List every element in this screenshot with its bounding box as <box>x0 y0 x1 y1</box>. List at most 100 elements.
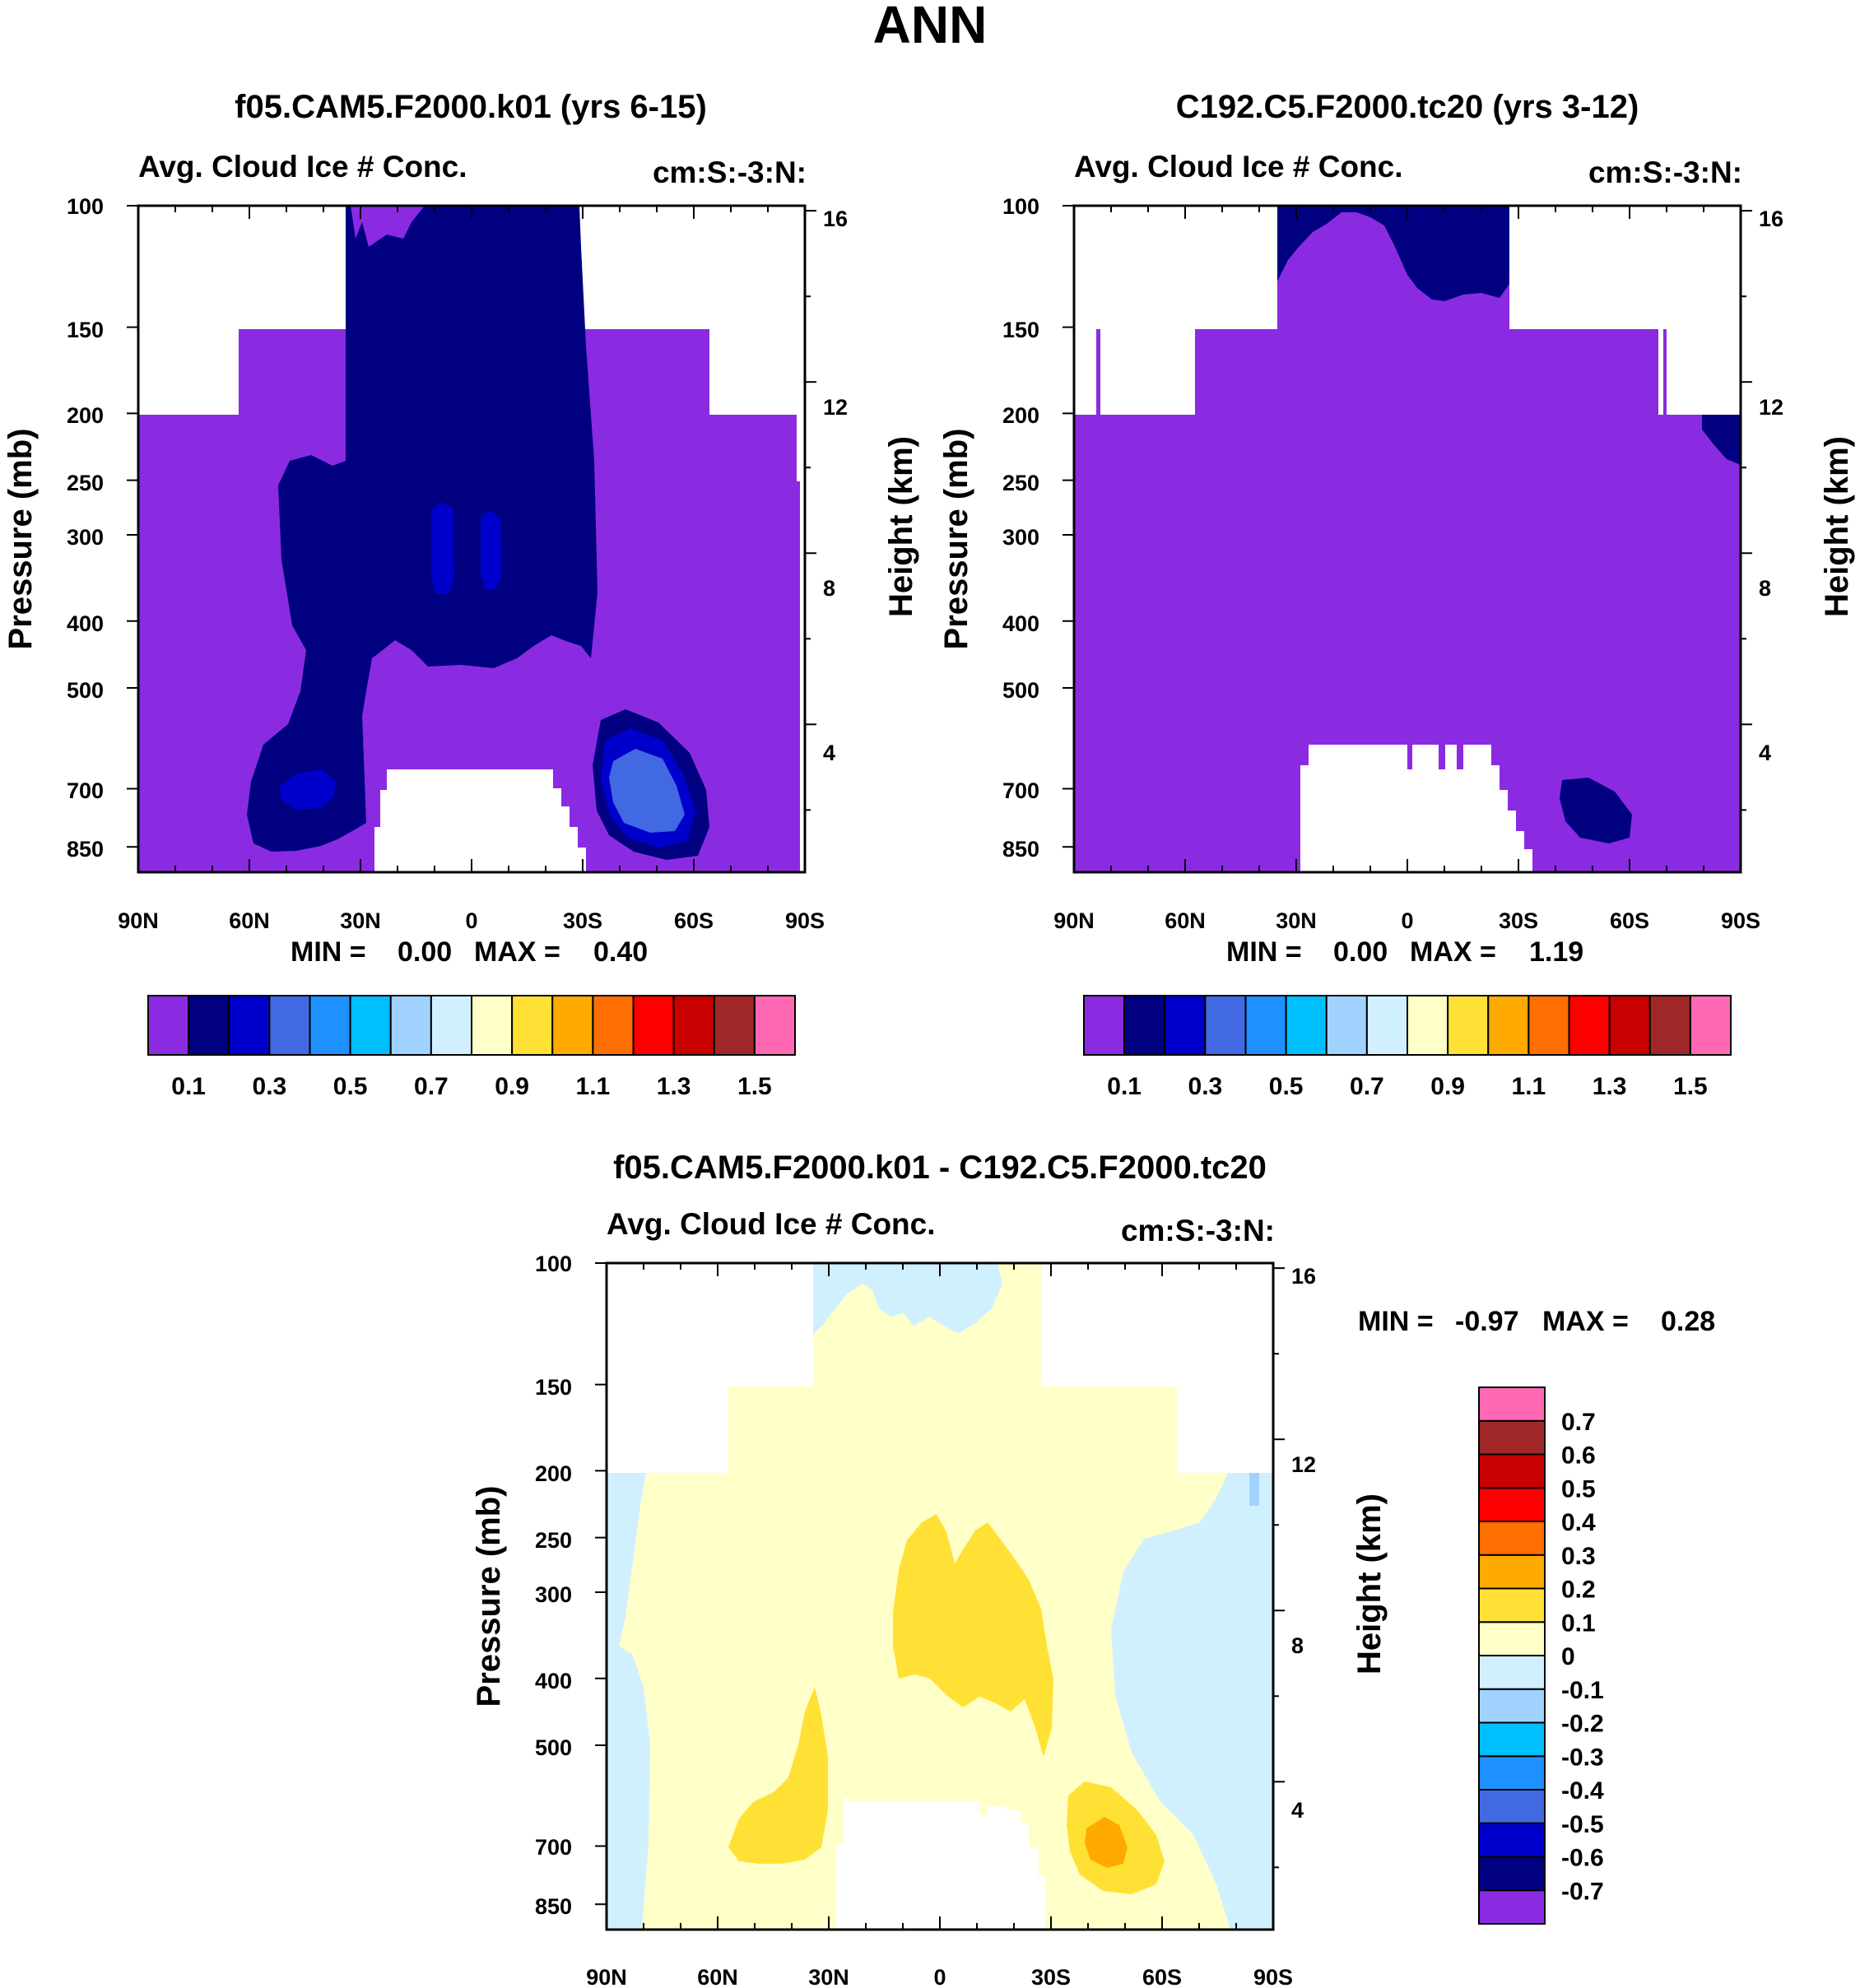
panel-3-ytick-label: 250 <box>535 1528 572 1553</box>
panel-3-region-northern-negative <box>607 1473 650 1930</box>
panel-3-xtick-label: 90N <box>586 1965 627 1988</box>
panel-3-ytick-label: 700 <box>535 1835 572 1860</box>
colorbar-label: 0.9 <box>495 1073 529 1100</box>
panel-2-height-tick-label: 8 <box>1759 576 1771 601</box>
panel-2-max-value: 1.19 <box>1529 936 1583 968</box>
panel-3-ytick-label: 150 <box>535 1375 572 1400</box>
colorbar-label: 0.5 <box>1561 1475 1596 1503</box>
panel-2-contour-field <box>1074 206 1741 872</box>
colorbar-swatch <box>228 995 271 1056</box>
panel-2-ytick-label: 300 <box>1002 525 1039 550</box>
panel-3-region-upper-negative <box>813 1263 1002 1335</box>
panel-2-right-ticks <box>1741 210 1752 811</box>
panel-2-top-ticks <box>1073 206 1741 219</box>
panel-3-region-tropical-positive <box>893 1514 1053 1757</box>
panel-1-bottom-ticks <box>137 859 806 872</box>
colorbar-label: -0.6 <box>1561 1845 1604 1872</box>
colorbar-swatch <box>1083 995 1126 1056</box>
panel-1-xtick-label: 90N <box>118 908 159 933</box>
panel-2-field-label: Avg. Cloud Ice # Conc. <box>1074 150 1403 183</box>
colorbar-label: 0.1 <box>1561 1609 1596 1637</box>
colorbar-swatch <box>1648 995 1691 1056</box>
panel-1-max-value: 0.40 <box>593 936 648 968</box>
panel-2-ytick-label: 100 <box>1002 194 1039 219</box>
panel-2-min-value: 0.00 <box>1333 936 1388 968</box>
panel-2-height-tick-label: 4 <box>1759 741 1771 765</box>
panel-1-xtick-label: 60S <box>674 908 714 933</box>
panel-3-colorbar: -0.7 -0.6 -0.5 -0.4 -0.3 -0.2 -0.1 0 0.1 0.2 0.3 0.… <box>1478 1386 1604 1925</box>
panel-1-ylabel-right: Height (km) <box>883 436 919 617</box>
colorbar-swatch <box>511 995 554 1056</box>
colorbar-swatch <box>1568 995 1611 1056</box>
colorbar-swatch <box>1325 995 1368 1056</box>
panel-3-ytick-label: 400 <box>535 1669 572 1693</box>
panel-3-units: cm:S:-3:N: <box>1121 1214 1275 1247</box>
panel-1-ytick-label: 150 <box>67 318 104 342</box>
panel-1-region-northern-level2 <box>280 769 336 810</box>
panel-2-ytick-label: 400 <box>1002 611 1039 636</box>
colorbar-swatch <box>309 995 351 1056</box>
panel-2-region-base <box>1074 206 1741 872</box>
colorbar-swatch <box>1528 995 1570 1056</box>
panel-3-region-southern-max <box>1085 1817 1128 1868</box>
colorbar-swatch <box>1689 995 1732 1056</box>
panel-1-ylabel: Pressure (mb) <box>2 429 39 650</box>
panel-3-field-label: Avg. Cloud Ice # Conc. <box>607 1207 936 1241</box>
colorbar-swatch <box>1285 995 1328 1056</box>
panel-1-ytick-label: 500 <box>67 678 104 703</box>
colorbar-label: 0.7 <box>1350 1073 1384 1100</box>
colorbar-label: -0.2 <box>1561 1711 1604 1738</box>
panel-1-min-value: 0.00 <box>398 936 452 968</box>
colorbar-swatch <box>147 995 190 1056</box>
panel-3-xtick-label: 60N <box>697 1965 738 1988</box>
panel-1-ytick-label: 100 <box>67 194 104 219</box>
panel-1-contour-field <box>138 206 800 872</box>
panel-1-ytick-label: 400 <box>67 611 104 636</box>
panel-2-colorbar: 0.1 0.3 0.5 0.7 0.9 1.1 1.3 1.5 <box>1083 995 1732 1100</box>
colorbar-label: 0.1 <box>171 1073 206 1100</box>
panel-3-right-ticks <box>1273 1267 1285 1869</box>
panel-3-xtick-label: 30N <box>808 1965 849 1988</box>
panel-1-right-ticks <box>805 210 816 811</box>
panel-1-title: f05.CAM5.F2000.k01 (yrs 6-15) <box>235 89 707 125</box>
colorbar-swatch <box>632 995 675 1056</box>
panel-1-xtick-label: 0 <box>465 908 477 933</box>
colorbar-swatch <box>1478 1419 1546 1456</box>
colorbar-label: 0.9 <box>1430 1073 1465 1100</box>
panel-3-region-southern-negative <box>1111 1473 1273 1930</box>
colorbar-label: 0.2 <box>1561 1577 1596 1604</box>
panel-1-xtick-label: 90S <box>785 908 825 933</box>
colorbar-label: 0.5 <box>1269 1073 1304 1100</box>
panel-1-colorbar: 0.1 0.3 0.5 0.7 0.9 1.1 1.3 1.5 <box>147 995 796 1100</box>
colorbar-swatch <box>592 995 635 1056</box>
colorbar-swatch <box>1478 1587 1546 1623</box>
panel-1-height-tick-label: 4 <box>823 741 835 765</box>
panel-3-height-tick-label: 16 <box>1291 1264 1316 1289</box>
colorbar-swatch <box>551 995 594 1056</box>
panel-2-region-streak <box>1663 329 1667 415</box>
colorbar-label: -0.5 <box>1561 1811 1604 1838</box>
panel-1-min-label: MIN = <box>291 936 366 968</box>
colorbar-swatch <box>1365 995 1408 1056</box>
panel-1-height-tick-label: 12 <box>823 395 848 420</box>
panel-1-max-label: MAX = <box>474 936 560 968</box>
colorbar-swatch <box>1478 1755 1546 1791</box>
panel-2-xtick-label: 90N <box>1053 908 1095 933</box>
colorbar-swatch <box>430 995 472 1056</box>
colorbar-label: 0.3 <box>1188 1073 1223 1100</box>
panel-3-region-polar-edge <box>1249 1473 1259 1506</box>
panel-3-ytick-label: 100 <box>535 1252 572 1276</box>
colorbar-swatch <box>1478 1386 1546 1422</box>
panel-1-region-tropical-patch-b <box>481 510 502 589</box>
panel-3-bottom-ticks <box>606 1916 1274 1930</box>
panel-1-ytick-label: 300 <box>67 525 104 550</box>
colorbar-label: -0.4 <box>1561 1777 1604 1805</box>
panel-2-surface-mask <box>1300 745 1532 872</box>
panel-1-xtick-label: 30N <box>340 908 381 933</box>
colorbar-swatch <box>1478 1889 1546 1925</box>
colorbar-swatch <box>1478 1655 1546 1690</box>
colorbar-label: 0.7 <box>414 1073 449 1100</box>
panel-1-region-tropical-core <box>247 206 598 852</box>
colorbar-swatch <box>1478 1521 1546 1556</box>
panel-3-title: f05.CAM5.F2000.k01 - C192.C5.F2000.tc20 <box>613 1150 1267 1186</box>
